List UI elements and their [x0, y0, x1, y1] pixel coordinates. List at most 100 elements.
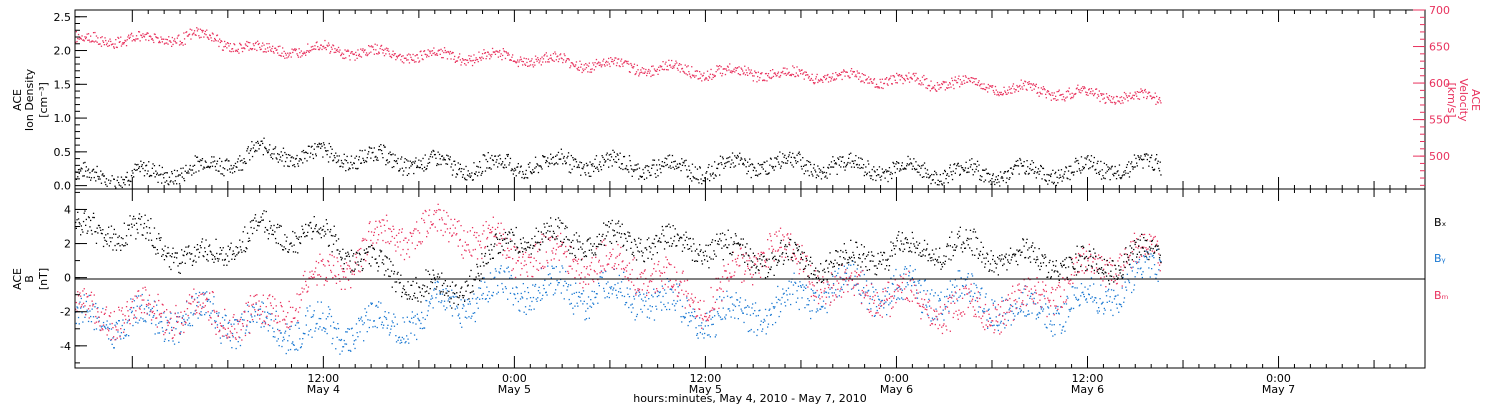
data-point: [934, 88, 936, 91]
data-point: [151, 307, 153, 309]
data-point: [613, 158, 615, 161]
data-point: [578, 69, 580, 71]
data-point: [77, 169, 80, 171]
data-point: [249, 321, 252, 323]
data-point: [840, 276, 842, 279]
data-point: [1010, 87, 1012, 90]
data-point: [198, 170, 200, 172]
data-point: [575, 61, 578, 63]
data-point: [1032, 84, 1034, 86]
data-point: [381, 219, 383, 221]
data-point: [777, 155, 779, 158]
data-point: [421, 168, 423, 170]
data-point: [805, 287, 807, 289]
data-point: [397, 157, 399, 160]
data-point: [835, 78, 838, 80]
data-point: [573, 292, 575, 294]
data-point: [190, 38, 192, 40]
data-point: [486, 55, 488, 57]
data-point: [706, 312, 708, 314]
data-point: [395, 341, 398, 343]
data-point: [355, 54, 358, 56]
data-point: [1106, 96, 1108, 98]
data-point: [951, 284, 954, 286]
data-point: [259, 318, 261, 320]
data-point: [806, 304, 808, 306]
data-point: [576, 166, 578, 169]
data-point: [866, 308, 868, 310]
data-point: [589, 161, 591, 163]
data-point: [928, 84, 930, 86]
data-point: [532, 171, 535, 173]
data-point: [210, 312, 212, 314]
data-point: [343, 57, 345, 60]
data-point: [1136, 162, 1138, 164]
data-point: [754, 72, 757, 74]
data-point: [164, 42, 166, 44]
data-point: [843, 265, 845, 267]
data-point: [985, 168, 987, 170]
data-point: [562, 285, 565, 287]
data-point: [557, 282, 560, 284]
data-point: [345, 50, 348, 52]
data-point: [1022, 165, 1024, 167]
data-point: [845, 272, 848, 274]
data-point: [267, 152, 269, 154]
data-point: [94, 31, 96, 34]
data-point: [683, 71, 685, 73]
data-point: [736, 154, 739, 157]
data-point: [956, 163, 959, 165]
data-point: [1069, 178, 1071, 181]
data-point: [520, 292, 522, 295]
data-point: [615, 294, 618, 296]
data-point: [501, 163, 503, 165]
data-point: [724, 162, 726, 165]
data-point: [944, 169, 946, 172]
data-point: [225, 159, 227, 161]
data-point: [322, 45, 324, 48]
data-point: [837, 272, 839, 274]
data-point: [315, 153, 317, 155]
data-point: [763, 161, 765, 163]
data-point: [153, 41, 155, 44]
data-point: [623, 295, 626, 298]
data-point: [1140, 267, 1142, 269]
data-point: [506, 154, 508, 156]
data-point: [714, 75, 716, 77]
data-point: [534, 156, 537, 158]
data-point: [284, 332, 286, 334]
data-point: [956, 82, 958, 84]
data-point: [219, 157, 221, 160]
data-point: [137, 322, 139, 324]
data-point: [1095, 168, 1097, 171]
data-point: [337, 50, 339, 52]
data-point: [143, 162, 145, 164]
data-point: [244, 310, 246, 312]
data-point: [390, 154, 392, 156]
data-point: [1080, 295, 1082, 297]
data-point: [510, 274, 512, 277]
data-point: [982, 88, 984, 90]
data-point: [538, 165, 540, 167]
data-point: [201, 159, 203, 162]
data-point: [478, 51, 480, 53]
data-point: [665, 292, 667, 294]
data-point: [666, 158, 668, 160]
data-point: [1104, 177, 1106, 180]
data-point: [367, 153, 369, 155]
data-point: [294, 324, 297, 326]
data-point: [604, 65, 606, 67]
data-point: [1124, 170, 1126, 172]
data-point: [744, 159, 747, 162]
data-point: [216, 34, 219, 36]
data-point: [873, 291, 875, 293]
data-point: [456, 60, 458, 62]
data-point: [214, 37, 216, 40]
data-point: [853, 71, 855, 73]
data-point: [307, 50, 310, 52]
data-point: [133, 176, 135, 178]
data-point: [124, 39, 126, 42]
data-point: [949, 82, 951, 84]
data-point: [120, 176, 123, 178]
data-point: [114, 339, 116, 341]
